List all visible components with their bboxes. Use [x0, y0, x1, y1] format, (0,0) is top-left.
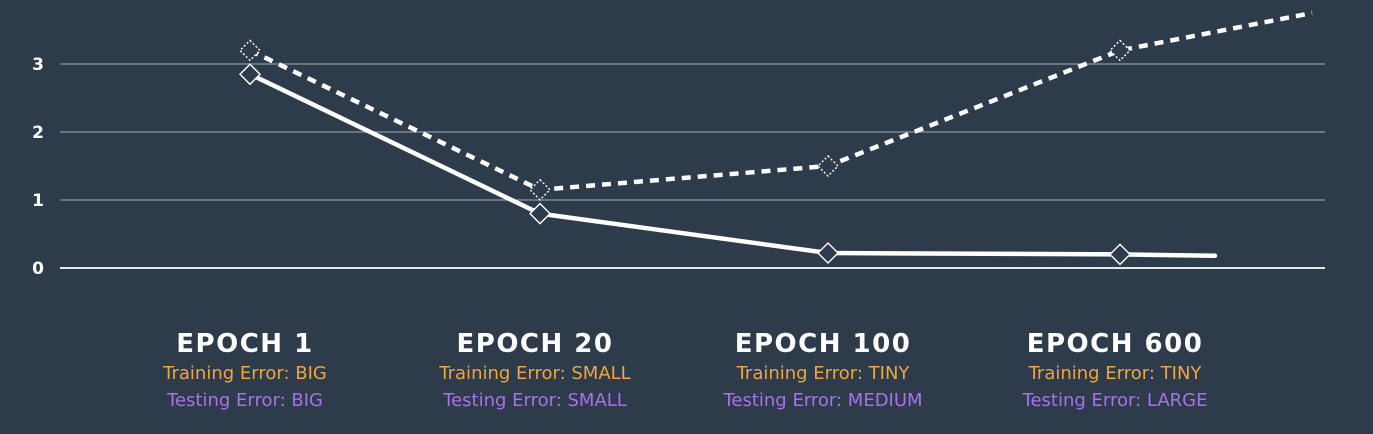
training-error-label: Training Error: TINY	[736, 363, 911, 384]
training-error-label: Training Error: SMALL	[438, 363, 630, 384]
training-point-3	[1109, 243, 1131, 266]
epoch-title: EPOCH 20	[457, 329, 614, 359]
training-point-0	[239, 63, 261, 86]
y-tick-label: 3	[32, 55, 44, 75]
training-point-1	[529, 202, 551, 225]
grid-lines	[60, 63, 1325, 269]
epoch-title: EPOCH 600	[1027, 329, 1204, 359]
epoch-title: EPOCH 100	[735, 329, 912, 359]
testing-error-label: Testing Error: BIG	[166, 390, 323, 411]
testing-point-2	[817, 155, 839, 177]
training-error-label: Training Error: TINY	[1028, 363, 1203, 384]
testing-error-label: Testing Error: MEDIUM	[722, 390, 922, 411]
testing-error-label: Testing Error: LARGE	[1022, 390, 1208, 411]
data-markers	[239, 39, 1131, 266]
epoch-label-group-1: EPOCH 20 Training Error: SMALL Testing Err…	[438, 329, 630, 411]
training-error-label: Training Error: BIG	[162, 363, 327, 384]
y-axis-ticks: 0 1 2 3	[32, 55, 44, 279]
testing-point-3	[1109, 39, 1131, 62]
training-error-line	[247, 71, 1218, 259]
y-tick-label: 1	[32, 191, 44, 211]
epoch-title: EPOCH 1	[176, 329, 313, 359]
training-point-2	[817, 242, 839, 265]
epoch-label-group-3: EPOCH 600 Training Error: TINY Testing Err…	[1022, 329, 1208, 411]
testing-error-label: Testing Error: SMALL	[442, 390, 627, 411]
epoch-labels: EPOCH 1 Training Error: BIG Testing Error:…	[162, 329, 1207, 411]
testing-point-1	[529, 178, 551, 201]
series-lines	[247, 10, 1313, 259]
y-tick-label: 2	[32, 123, 44, 143]
epoch-label-group-2: EPOCH 100 Training Error: TINY Testing Err…	[722, 329, 922, 411]
testing-point-0	[239, 39, 261, 62]
testing-error-line	[249, 10, 1313, 193]
epoch-label-group-0: EPOCH 1 Training Error: BIG Testing Error:…	[162, 329, 327, 411]
y-tick-label: 0	[32, 259, 44, 279]
